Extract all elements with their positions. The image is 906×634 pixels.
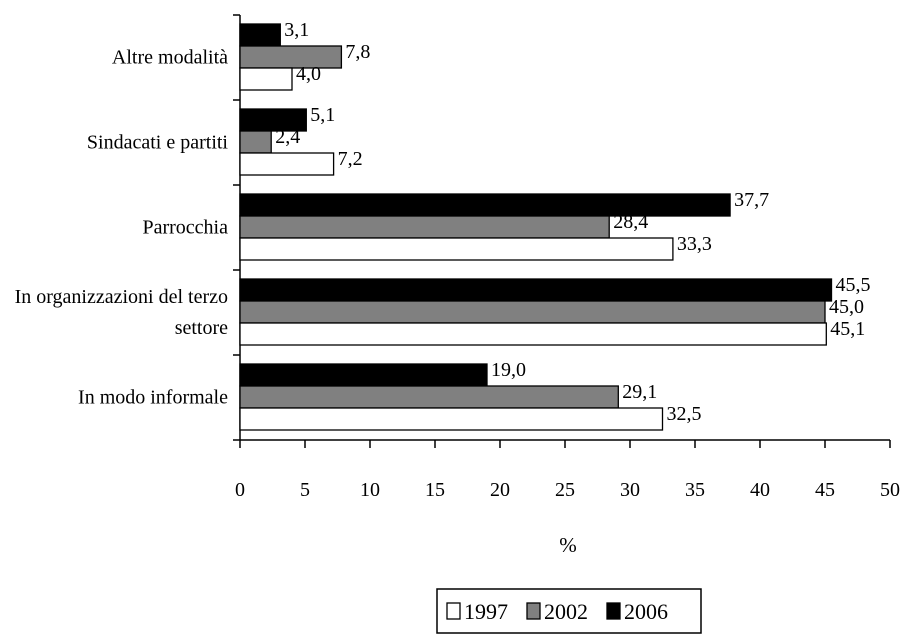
labels: Altre modalità 3,1 7,8 4,0 Sindacati e parti…	[15, 19, 871, 425]
bar-2006	[239, 363, 488, 387]
value-label-2002: 29,1	[622, 381, 657, 403]
bar-2006	[239, 193, 731, 217]
bar-2002	[239, 45, 343, 69]
category-label-line: Sindacati e partiti	[87, 132, 229, 154]
category-label: Sindacati e partiti	[87, 132, 229, 154]
legend-label-2002: 2002	[544, 599, 588, 624]
bar-1997	[239, 322, 827, 346]
x-tick-label: 40	[750, 479, 770, 501]
value-label-1997: 7,2	[338, 148, 363, 170]
bar-1997	[239, 237, 674, 261]
value-label-2002: 7,8	[345, 41, 370, 63]
bar-2002	[239, 215, 610, 239]
value-label-1997: 4,0	[296, 63, 321, 85]
category-label: Altre modalità	[112, 47, 228, 69]
bar-2006	[239, 108, 307, 132]
value-label-2002: 28,4	[613, 211, 648, 233]
value-label-1997: 45,1	[830, 318, 865, 340]
category-label-line: In modo informale	[78, 387, 228, 409]
bar-1997	[239, 67, 293, 91]
value-label-2002: 45,0	[829, 296, 864, 318]
bars	[239, 23, 833, 431]
value-label-2006: 45,5	[836, 274, 871, 296]
bar-2006	[239, 278, 833, 302]
value-label-2002: 2,4	[275, 126, 300, 148]
value-label-1997: 32,5	[667, 403, 702, 425]
bar-2006	[239, 23, 281, 47]
x-tick-label: 45	[815, 479, 835, 501]
category-label-line: Altre modalità	[112, 47, 228, 69]
legend-box	[436, 588, 702, 634]
legend-swatch-2006	[606, 602, 621, 620]
value-label-2006: 5,1	[310, 104, 335, 126]
category-label-line: Parrocchia	[142, 217, 228, 239]
bar-2002	[239, 385, 619, 409]
axes: 0 5 10 15 20 25 30 35 40 45 50	[233, 14, 900, 501]
category-label: Parrocchia	[142, 217, 228, 239]
x-tick-label: 25	[555, 479, 575, 501]
legend: 1997 2002 2006	[436, 588, 702, 634]
value-label-2006: 3,1	[284, 19, 309, 41]
x-tick-label: 5	[300, 479, 310, 501]
x-tick-label: 15	[425, 479, 445, 501]
x-tick-label: 30	[620, 479, 640, 501]
category-label-line: In organizzazioni del terzo	[15, 286, 228, 308]
legend-swatch-2002	[526, 602, 541, 620]
x-tick-label: 20	[490, 479, 510, 501]
category-label: In modo informale	[78, 387, 228, 409]
x-tick-label: 10	[360, 479, 380, 501]
value-label-2006: 37,7	[734, 189, 769, 211]
bar-1997	[239, 407, 664, 431]
bar-2002	[239, 300, 826, 324]
x-tick-label: 0	[235, 479, 245, 501]
value-label-2006: 19,0	[491, 359, 526, 381]
legend-label-2006: 2006	[624, 599, 668, 624]
x-tick-label: 35	[685, 479, 705, 501]
bar-1997	[239, 152, 335, 176]
legend-label-1997: 1997	[464, 599, 508, 624]
legend-swatch-1997	[446, 602, 461, 620]
category-label: In organizzazioni del terzo settore	[15, 286, 229, 339]
category-label-line: settore	[175, 317, 228, 339]
value-label-1997: 33,3	[677, 233, 712, 255]
bar-2002	[239, 130, 272, 154]
x-tick-label: 50	[880, 479, 900, 501]
x-axis-label: %	[559, 533, 577, 557]
